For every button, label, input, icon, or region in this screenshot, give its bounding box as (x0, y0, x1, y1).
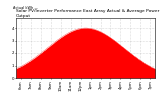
Text: Actual kWh —: Actual kWh — (13, 6, 38, 10)
Text: Solar PV/Inverter Performance East Array Actual & Average Power Output: Solar PV/Inverter Performance East Array… (16, 9, 159, 18)
